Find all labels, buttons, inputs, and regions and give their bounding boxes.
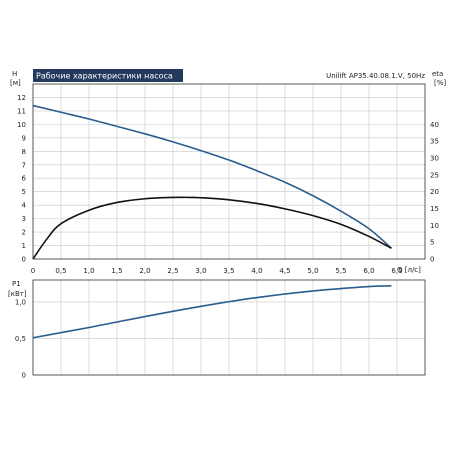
y-axis-label: H	[12, 70, 17, 78]
y2-axis-label: eta	[432, 70, 443, 78]
y2-tick-label-1: 5	[430, 239, 434, 247]
x-tick-label-10: 5,0	[307, 267, 318, 275]
head-curve	[32, 104, 392, 249]
y2-tick-label-4: 20	[430, 188, 439, 196]
upper-plot-ticks: 0 0,5 1,0 1,5 2,0 2,5 3,0 3,5 4,0 4,5 5,0 5,5 6,0 6,5…	[17, 94, 439, 275]
x-axis-label: Q [л/с]	[397, 266, 421, 274]
upper-plot-frame	[32, 83, 426, 260]
chart-title-background	[33, 69, 183, 82]
x-tick-label-1: 0,5	[55, 267, 66, 275]
y2-tick-label-0: 0	[430, 256, 434, 264]
y-tick-label-3: 3	[22, 215, 26, 223]
x-tick-label-9: 4,5	[279, 267, 290, 275]
lower-plot-ticks: 0 0,5 1,0	[15, 298, 26, 379]
x-tick-label-3: 1,5	[111, 267, 122, 275]
p1-tick-label-2: 1,0	[15, 298, 26, 306]
x-tick-label-8: 4,0	[251, 267, 262, 275]
y2-tick-label-5: 25	[430, 171, 439, 179]
p1-axis-unit: [кВт]	[8, 290, 27, 298]
y2-tick-label-3: 15	[430, 205, 439, 213]
y-tick-label-11: 11	[17, 107, 26, 115]
lower-plot-grid	[32, 280, 425, 376]
y-tick-label-2: 2	[22, 229, 26, 237]
chart-title: Рабочие характеристики насоса	[36, 72, 173, 81]
x-tick-label-6: 3,0	[195, 267, 206, 275]
p1-axis-label: P1	[12, 280, 21, 288]
x-tick-label-11: 5,5	[335, 267, 346, 275]
y-tick-label-6: 6	[22, 175, 27, 183]
upper-plot-series	[32, 104, 392, 260]
y-tick-label-9: 9	[22, 134, 26, 142]
x-tick-label-13: 6,5	[391, 267, 402, 275]
lower-plot-series	[32, 285, 392, 339]
y-tick-label-7: 7	[22, 161, 26, 169]
p1-tick-label-1: 0,5	[15, 335, 26, 343]
efficiency-curve	[32, 196, 392, 260]
y-tick-label-1: 1	[22, 242, 26, 250]
y2-tick-label-8: 40	[430, 121, 439, 129]
x-tick-label-12: 6,0	[363, 267, 374, 275]
y-tick-label-8: 8	[22, 148, 26, 156]
y2-axis-unit: [%]	[434, 79, 446, 87]
x-tick-label-4: 2,0	[139, 267, 150, 275]
y-tick-label-4: 4	[22, 202, 27, 210]
y-tick-label-10: 10	[17, 121, 26, 129]
x-tick-label-5: 2,5	[167, 267, 178, 275]
y-tick-label-0: 0	[22, 256, 26, 264]
y-tick-label-5: 5	[22, 188, 26, 196]
lower-plot-frame	[32, 279, 426, 376]
power-curve	[32, 285, 392, 339]
x-tick-label-0: 0	[31, 267, 35, 275]
y2-tick-label-6: 30	[430, 155, 439, 163]
p1-tick-label-0: 0	[22, 372, 26, 380]
chart-subtitle: Unilift AP35.40.08.1.V, 50Hz	[326, 72, 425, 80]
x-tick-label-2: 1,0	[83, 267, 94, 275]
y-axis-unit: [м]	[10, 79, 21, 87]
x-tick-label-7: 3,5	[223, 267, 234, 275]
y2-tick-label-2: 10	[430, 222, 439, 230]
y2-tick-label-7: 35	[430, 138, 439, 146]
y-tick-label-12: 12	[17, 94, 26, 102]
upper-plot-grid	[32, 84, 425, 260]
